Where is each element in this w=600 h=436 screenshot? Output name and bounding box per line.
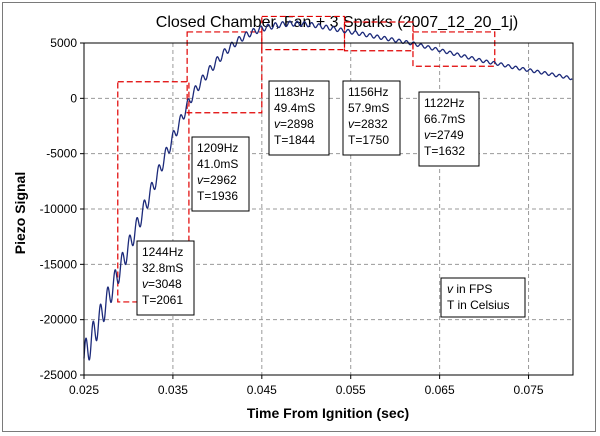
annotation-label-line: 1244Hz (142, 245, 183, 259)
units-note-line: T in Celsius (447, 298, 509, 312)
y-tick-label: 5000 (50, 36, 77, 50)
y-tick-label: -15000 (40, 257, 78, 271)
x-axis-title: Time From Ignition (sec) (247, 405, 409, 421)
annotation-label-line: 41.0mS (197, 157, 238, 171)
chart-frame (2, 2, 596, 432)
annotation-label-line: T=1844 (274, 133, 315, 147)
annotation-label-line: T=1750 (348, 133, 389, 147)
annotation-label-line: T=1632 (424, 144, 465, 158)
annotation-label-line: v=2898 (274, 117, 314, 131)
y-tick-label: 0 (70, 91, 77, 105)
annotation-label-line: T=1936 (197, 189, 238, 203)
annotation-label: 1244Hz 32.8mS v=3048 T=2061 (136, 240, 195, 316)
y-axis-title: Piezo Signal (12, 172, 28, 254)
annotation-label-line: 32.8mS (142, 261, 183, 275)
y-tick-label: -10000 (40, 202, 78, 216)
x-tick-label: 0.075 (514, 383, 544, 397)
units-note-border (440, 277, 526, 318)
x-tick-label: 0.045 (247, 383, 277, 397)
x-tick-label: 0.065 (425, 383, 455, 397)
annotation-box (412, 31, 496, 67)
annotation-label-line: 66.7mS (424, 112, 465, 126)
annotation-label: 1156Hz 57.9mS v=2832 T=1750 (342, 80, 401, 156)
tick-labels: 0.025 0.035 0.045 0.055 0.065 0.075 5000 0 -5000… (40, 36, 544, 397)
annotation-label-border (342, 80, 401, 156)
annotation-label-line: 57.9mS (348, 101, 389, 115)
x-tick-label: 0.055 (336, 383, 366, 397)
annotation-label-line: v=2749 (424, 128, 464, 142)
y-tick-label: -20000 (40, 313, 78, 327)
annotation-label: 1122Hz 66.7mS v=2749 T=1632 (418, 91, 480, 167)
y-tick-label: -25000 (40, 368, 78, 382)
annotation-label: 1183Hz 49.4mS v=2898 T=1844 (268, 80, 330, 156)
series-layer (83, 20, 573, 361)
annotation-label-line: 49.4mS (274, 101, 315, 115)
annotations: 1244Hz 32.8mS v=3048 T=2061 1209Hz 41.0mS v=29… (136, 80, 526, 318)
annotation-label-line: T=2061 (142, 293, 183, 307)
annotation-label-line: 1183Hz (274, 85, 314, 99)
annotation-label-border (136, 240, 195, 316)
annotation-label-line: v=2832 (348, 117, 388, 131)
annotation-label: 1209Hz 41.0mS v=2962 T=1936 (191, 136, 250, 212)
annotation-label-border (268, 80, 330, 156)
y-tick-label: -5000 (46, 147, 77, 161)
x-tick-label: 0.025 (69, 383, 99, 397)
series-line (83, 20, 573, 361)
annotation-box (186, 31, 263, 114)
annotation-label-line: 1156Hz (348, 85, 388, 99)
annotation-label-line: v=3048 (142, 277, 182, 291)
units-note-line: v in FPS (447, 282, 492, 296)
annotation-label-line: v=2962 (197, 173, 237, 187)
chart-title: Closed Chamber, Fan + 3 Sparks (2007_12_… (156, 14, 518, 31)
x-tick-label: 0.035 (158, 383, 188, 397)
units-note: v in FPS T in Celsius (440, 277, 526, 318)
annotation-label-border (191, 136, 250, 212)
annotation-label-border (418, 91, 480, 167)
annotation-label-line: 1122Hz (424, 96, 464, 110)
annotation-label-line: 1209Hz (197, 141, 238, 155)
